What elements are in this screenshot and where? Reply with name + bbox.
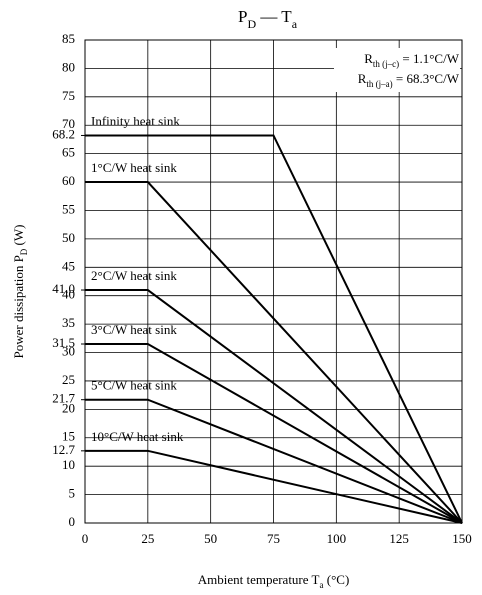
x-tick-label: 150	[452, 531, 472, 546]
chart-title: PD — Ta	[238, 7, 298, 31]
y-tick-label: 45	[62, 258, 75, 273]
series-line	[85, 449, 463, 524]
annotation-part: = 68.3°C/W	[393, 71, 460, 86]
y-axis-label-part: D	[19, 248, 29, 255]
x-axis-label-part: Ambient temperature T	[198, 572, 320, 587]
x-tick-label: 75	[267, 531, 280, 546]
series-line	[85, 343, 463, 524]
series-label: 5°C/W heat sink	[91, 378, 177, 393]
y-tick-label: 68.2	[52, 126, 75, 141]
y-tick-label: 70	[62, 116, 75, 131]
annotation: Rth (j–a) = 68.3°C/W	[358, 71, 460, 89]
chart-title-part: P	[238, 7, 247, 26]
annotation-part: R	[358, 71, 367, 86]
annotation-part: th (j–a)	[366, 79, 392, 89]
y-tick-label: 85	[62, 31, 75, 46]
x-axis-label: Ambient temperature Ta (°C)	[198, 572, 350, 590]
y-tick-label: 25	[62, 372, 75, 387]
y-tick-label: 20	[62, 400, 75, 415]
y-tick-label: 35	[62, 315, 75, 330]
y-tick-label: 31.5	[52, 335, 75, 350]
y-tick-label: 80	[62, 59, 75, 74]
y-tick-label: 10	[62, 457, 75, 472]
y-tick-label: 65	[62, 145, 75, 160]
x-tick-label: 100	[327, 531, 347, 546]
chart-title-part: a	[292, 17, 298, 31]
y-tick-label: 55	[62, 201, 75, 216]
series-line	[85, 398, 463, 524]
series-line	[85, 289, 463, 524]
y-tick-label: 0	[69, 514, 76, 529]
y-tick-label: 5	[69, 486, 76, 501]
chart-title-part: — T	[256, 7, 292, 26]
x-tick-label: 125	[389, 531, 409, 546]
y-tick-label: 75	[62, 88, 75, 103]
series-label: Infinity heat sink	[91, 113, 180, 128]
x-axis-label-part: a	[320, 580, 324, 590]
chart-title-part: D	[247, 17, 256, 31]
annotation-box	[334, 48, 460, 92]
y-tick-label: 60	[62, 173, 75, 188]
y-tick-label: 50	[62, 230, 75, 245]
annotation-part: R	[364, 51, 373, 66]
series-line	[85, 134, 463, 524]
annotation-part: = 1.1°C/W	[399, 51, 460, 66]
x-tick-label: 0	[82, 531, 89, 546]
y-tick-label: 12.7	[52, 442, 75, 457]
series-line	[85, 181, 463, 524]
series-label: 1°C/W heat sink	[91, 160, 177, 175]
y-axis-label: Power dissipation PD (W)	[11, 225, 29, 359]
series-label: 3°C/W heat sink	[91, 322, 177, 337]
annotation: Rth (j–c) = 1.1°C/W	[364, 51, 459, 69]
y-tick-label: 30	[62, 344, 75, 359]
y-tick-label: 21.7	[52, 391, 75, 406]
x-tick-label: 25	[141, 531, 154, 546]
y-axis-label-part: (W)	[11, 225, 26, 249]
x-axis-label-part: (°C)	[324, 572, 350, 587]
y-axis-label-part: Power dissipation P	[11, 255, 26, 358]
x-tick-label: 50	[204, 531, 217, 546]
series-label: 2°C/W heat sink	[91, 268, 177, 283]
y-tick-label: 15	[62, 429, 75, 444]
y-tick-label: 41.0	[52, 281, 75, 296]
annotation-part: th (j–c)	[373, 59, 399, 69]
y-tick-label: 40	[62, 287, 75, 302]
series-label: 10°C/W heat sink	[91, 429, 184, 444]
